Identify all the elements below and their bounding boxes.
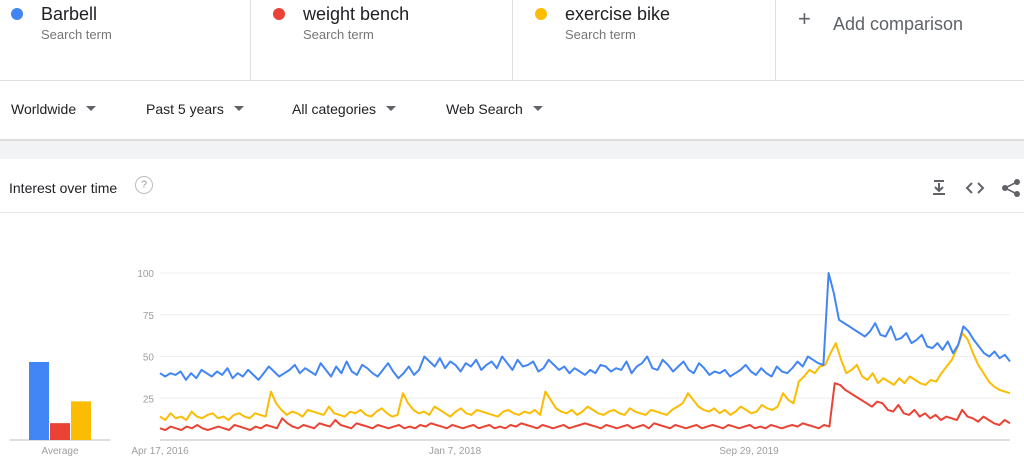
average-bar-exercise-bike [71, 401, 91, 440]
search-terms-bar: Barbell Search term weight bench Search … [0, 0, 1024, 81]
category-label: All categories [292, 101, 377, 117]
add-comparison-label: Add comparison [833, 14, 964, 34]
filters-row: Worldwide Past 5 years All categories We… [0, 81, 1024, 141]
x-axis-ticks: Apr 17, 2016 Jan 7, 2018 Sep 29, 2019 [131, 446, 779, 457]
chart-series [159, 272, 1011, 431]
search-property-label: Web Search [446, 101, 523, 117]
region-dropdown[interactable]: Worldwide [11, 101, 97, 117]
dropdown-caret-icon [386, 105, 397, 111]
plus-icon: + [798, 6, 811, 31]
help-icon[interactable]: ? [135, 176, 153, 194]
term-color-dot [273, 8, 285, 20]
dropdown-caret-icon [233, 105, 244, 111]
x-tick-label: Sep 29, 2019 [719, 446, 779, 457]
term-subtitle: Search term [303, 27, 374, 42]
time-range-label: Past 5 years [146, 101, 224, 117]
card-divider [0, 212, 1024, 213]
series-line-exercise-bike[interactable] [159, 332, 1011, 421]
y-tick-label: 25 [143, 394, 155, 405]
term-name: weight bench [303, 4, 410, 24]
search-term-barbell[interactable]: Barbell Search term [0, 0, 251, 80]
time-range-dropdown[interactable]: Past 5 years [146, 101, 244, 117]
average-bar-weight-bench [50, 423, 70, 440]
interest-over-time-card: Interest over time ? [0, 159, 1024, 460]
section-gap [0, 141, 1024, 159]
dropdown-caret-icon [86, 105, 97, 111]
embed-icon[interactable] [964, 177, 986, 199]
search-term-weight-bench[interactable]: weight bench Search term [250, 0, 513, 80]
chart-gridlines [160, 272, 1010, 441]
series-line-barbell[interactable] [159, 272, 1011, 381]
y-axis-ticks: 25 50 75 100 [137, 269, 154, 405]
x-tick-label: Jan 7, 2018 [429, 446, 482, 457]
y-tick-label: 75 [143, 311, 155, 322]
average-label: Average [41, 446, 79, 457]
share-icon[interactable] [1000, 177, 1022, 199]
term-name: Barbell [41, 4, 98, 24]
term-color-dot [11, 8, 23, 20]
region-label: Worldwide [11, 101, 77, 117]
term-subtitle: Search term [41, 27, 112, 42]
term-subtitle: Search term [565, 27, 636, 42]
y-tick-label: 100 [137, 269, 154, 280]
dropdown-caret-icon [532, 105, 543, 111]
x-tick-label: Apr 17, 2016 [131, 446, 189, 457]
search-term-exercise-bike[interactable]: exercise bike Search term [512, 0, 776, 80]
card-title: Interest over time [9, 180, 118, 196]
series-line-weight-bench[interactable] [159, 382, 1011, 431]
term-name: exercise bike [565, 4, 671, 24]
add-comparison-button[interactable]: + Add comparison [776, 0, 1024, 80]
download-icon[interactable] [928, 177, 950, 199]
y-tick-label: 50 [143, 353, 155, 364]
search-property-dropdown[interactable]: Web Search [446, 101, 543, 117]
term-color-dot [535, 8, 547, 20]
average-bars: Average [10, 361, 110, 457]
category-dropdown[interactable]: All categories [292, 101, 397, 117]
average-bar-barbell [29, 361, 49, 440]
